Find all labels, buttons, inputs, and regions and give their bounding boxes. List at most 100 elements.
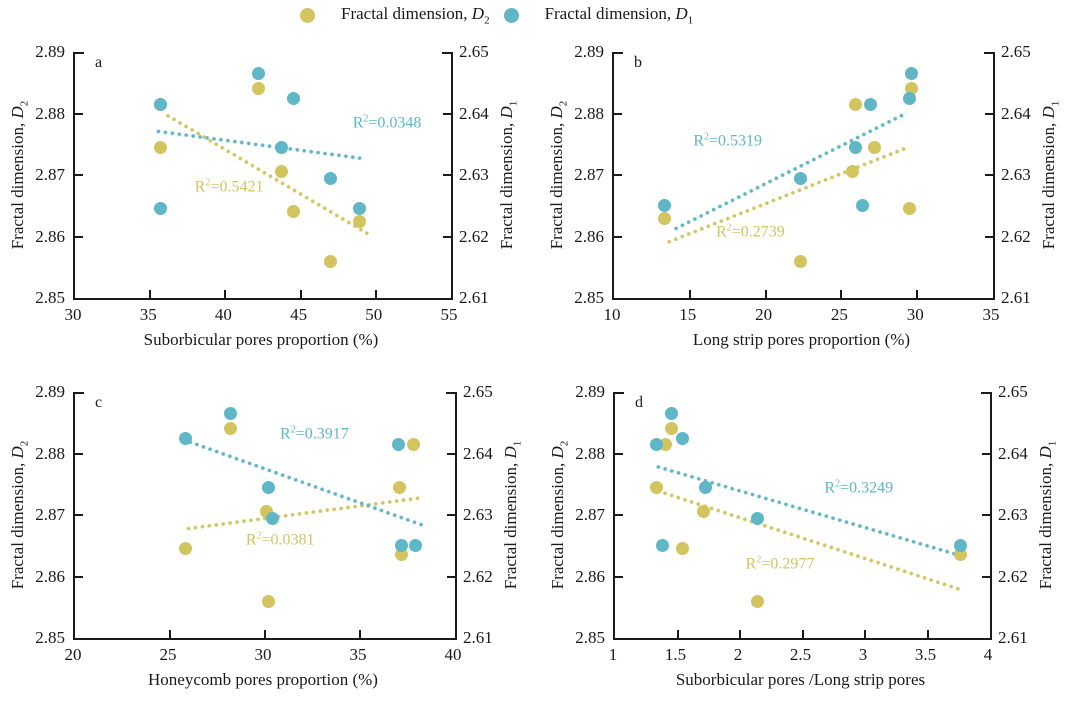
y-left-tick-label: 2.89 bbox=[35, 382, 65, 401]
y-right-tick-mark bbox=[982, 452, 990, 455]
r-squared-label-d2: R2=0.2739 bbox=[716, 221, 785, 241]
data-point-d2 bbox=[657, 211, 671, 225]
y-left-tick-label: 2.85 bbox=[35, 288, 65, 307]
axis-top-cap-left bbox=[75, 392, 84, 394]
y-axis-title-left-b: Fractal dimension, D2 bbox=[547, 100, 570, 250]
y-axis-title-right-a: Fractal dimension, D1 bbox=[497, 100, 520, 250]
x-tick-label: 2.5 bbox=[789, 645, 812, 664]
r-squared-label-d2: R2=0.2977 bbox=[745, 554, 815, 573]
x-tick-label: 45 bbox=[290, 305, 308, 324]
legend: Fractal dimension, D2 Fractal dimension,… bbox=[300, 4, 693, 26]
r-squared-label-d2: R2=0.0381 bbox=[245, 529, 315, 549]
data-point-d2 bbox=[395, 548, 409, 562]
x-tick-mark bbox=[299, 290, 302, 298]
plot-area-d: d R2=0.2977 R2=0.3249 bbox=[613, 392, 992, 640]
panel-letter-c: c bbox=[95, 394, 103, 411]
x-tick-label: 30 bbox=[906, 305, 924, 324]
x-tick-mark bbox=[224, 290, 227, 298]
data-point-d1 bbox=[274, 140, 288, 154]
x-tick-label: 25 bbox=[830, 305, 848, 324]
x-axis-title-c: Honeycomb pores proportion (%) bbox=[148, 670, 378, 689]
x-tick-mark bbox=[840, 290, 843, 298]
y-left-tick-mark bbox=[615, 514, 623, 516]
data-point-d2 bbox=[751, 594, 764, 608]
x-tick-label: 50 bbox=[365, 305, 383, 324]
data-point-d2 bbox=[178, 542, 192, 556]
y-right-tick-label: 2.63 bbox=[998, 505, 1028, 524]
y-left-tick-label: 2.88 bbox=[35, 443, 65, 463]
data-point-d1 bbox=[848, 140, 862, 154]
data-point-d2 bbox=[324, 254, 338, 268]
x-tick-label: 25 bbox=[159, 645, 177, 664]
data-point-d1 bbox=[863, 97, 877, 111]
y-right-tick-mark bbox=[985, 235, 993, 238]
y-left-tick-mark bbox=[615, 452, 623, 455]
x-tick-label: 40 bbox=[214, 305, 232, 324]
y-right-tick-label: 2.65 bbox=[459, 42, 489, 61]
data-point-d1 bbox=[154, 202, 168, 216]
data-point-d1 bbox=[656, 539, 669, 553]
x-tick-mark bbox=[359, 630, 361, 638]
y-right-tick-mark bbox=[985, 174, 993, 176]
y-left-tick-label: 2.86 bbox=[575, 566, 605, 586]
x-tick-mark bbox=[264, 630, 266, 638]
data-point-d1 bbox=[262, 480, 276, 494]
data-point-d1 bbox=[154, 97, 168, 111]
data-point-d1 bbox=[251, 67, 265, 81]
data-point-d2 bbox=[664, 422, 678, 436]
legend-marker-d2-icon bbox=[300, 7, 315, 23]
y-left-tick-label: 2.85 bbox=[574, 288, 604, 307]
y-axis-title-right-c: Fractal dimension, D1 bbox=[501, 440, 524, 590]
data-point-d2 bbox=[251, 82, 265, 96]
r-squared-label-d1: R2=0.5319 bbox=[693, 130, 763, 150]
x-tick-mark bbox=[374, 290, 377, 298]
y-left-tick-label: 2.87 bbox=[574, 165, 604, 184]
axis-top-cap-right bbox=[442, 52, 451, 54]
trendline-fractal-dimension-d2 bbox=[664, 145, 908, 245]
data-point-d1 bbox=[657, 199, 671, 213]
panel-letter-d: d bbox=[635, 394, 643, 411]
axis-top-cap-left bbox=[615, 392, 624, 394]
data-point-d1 bbox=[793, 171, 807, 185]
panel-letter-b: b bbox=[634, 54, 642, 71]
data-point-d2 bbox=[845, 165, 859, 179]
y-right-tick-label: 2.64 bbox=[459, 103, 489, 123]
x-tick-mark bbox=[926, 630, 929, 638]
trendline-fractal-dimension-d1 bbox=[154, 128, 365, 161]
data-point-d1 bbox=[903, 91, 917, 105]
y-left-tick-mark bbox=[75, 235, 83, 238]
legend-label-d1: Fractal dimension, D1 bbox=[544, 4, 694, 27]
data-point-d1 bbox=[676, 431, 689, 445]
y-left-tick-mark bbox=[615, 575, 623, 578]
axis-top-cap-right bbox=[984, 52, 993, 54]
y-left-tick-mark bbox=[75, 452, 83, 455]
y-right-tick-label: 2.61 bbox=[1001, 288, 1031, 307]
y-axis-title-right-d: Fractal dimension, D1 bbox=[1036, 440, 1059, 590]
y-left-tick-label: 2.88 bbox=[574, 103, 604, 123]
y-right-tick-mark bbox=[982, 514, 990, 516]
x-tick-label: 20 bbox=[64, 645, 82, 664]
plot-area-c: c R2=0.0381 R2=0.3917 bbox=[73, 392, 457, 640]
data-point-d2 bbox=[262, 594, 276, 608]
y-left-tick-mark bbox=[614, 174, 622, 176]
y-right-tick-label: 2.63 bbox=[459, 165, 489, 184]
y-left-tick-mark bbox=[614, 112, 622, 115]
y-right-tick-label: 2.65 bbox=[998, 382, 1028, 401]
data-point-d1 bbox=[178, 431, 192, 445]
y-left-tick-mark bbox=[75, 112, 83, 115]
y-right-tick-mark bbox=[982, 575, 990, 578]
x-tick-label: 3.5 bbox=[914, 645, 937, 664]
data-point-d2 bbox=[154, 140, 168, 154]
y-right-tick-mark bbox=[443, 174, 451, 176]
axis-top-cap-right bbox=[446, 392, 455, 394]
x-tick-label: 30 bbox=[254, 645, 272, 664]
y-left-tick-label: 2.86 bbox=[35, 566, 65, 586]
axis-top-cap-right bbox=[981, 392, 990, 394]
data-point-d1 bbox=[953, 539, 967, 553]
data-point-d1 bbox=[856, 199, 870, 213]
data-point-d1 bbox=[664, 407, 678, 421]
y-axis-title-left-d: Fractal dimension, D2 bbox=[548, 440, 571, 590]
y-right-tick-label: 2.62 bbox=[998, 566, 1028, 586]
data-point-d2 bbox=[274, 165, 288, 179]
